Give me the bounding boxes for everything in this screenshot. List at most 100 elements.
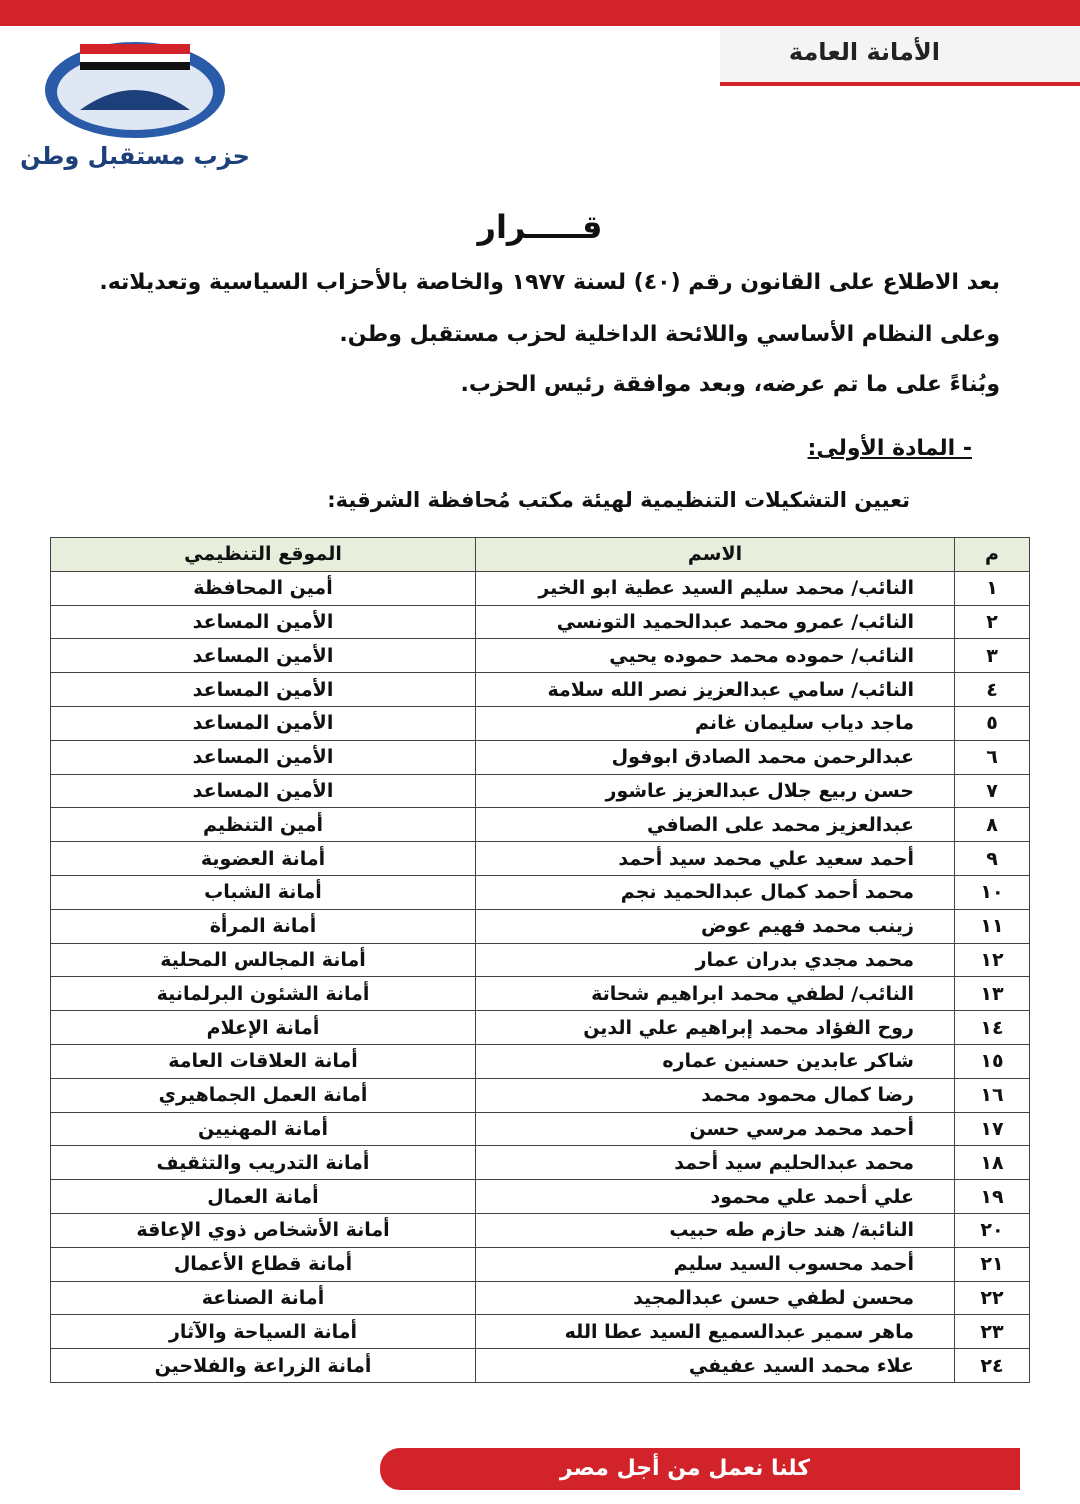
table-row: ٤ النائب/ سامي عبدالعزيز نصر الله سلامة ال… bbox=[50, 672, 1030, 707]
table-row: ٦ عبدالرحمن محمد الصادق ابوفول الأمين المس… bbox=[50, 739, 1030, 775]
member-name: محمد مجدي بدران عمار bbox=[475, 942, 955, 978]
member-name: روح الفؤاد محمد إبراهيم علي الدين bbox=[475, 1010, 955, 1045]
row-number: ١٧ bbox=[954, 1111, 1030, 1147]
table-row: ٧ حسن ربيع جلال عبدالعزيز عاشور الأمين الم… bbox=[50, 773, 1030, 809]
member-position: أمانة العضوية bbox=[50, 841, 476, 876]
article-text: تعيين التشكيلات التنظيمية لهيئة مكتب مُح… bbox=[327, 488, 910, 512]
top-bar bbox=[0, 0, 1080, 26]
member-position: أمانة العلاقات العامة bbox=[50, 1043, 476, 1079]
member-position: أمانة المجالس المحلية bbox=[50, 942, 476, 978]
row-number: ٣ bbox=[954, 638, 1030, 674]
section-title: الأمانة العامة bbox=[788, 38, 940, 66]
header-row: م الاسم الموقع التنظيمي bbox=[50, 537, 1030, 572]
table-body: ١ النائب/ محمد سليم السيد عطية ابو الخير أ… bbox=[50, 570, 1030, 1383]
section-tab bbox=[720, 26, 1080, 86]
members-table: م الاسم الموقع التنظيمي ١ النائب/ محمد سليم … bbox=[50, 537, 1030, 1383]
member-position: أمانة الأشخاص ذوي الإعاقة bbox=[50, 1212, 476, 1248]
column-header: الموقع التنظيمي bbox=[50, 537, 476, 572]
table-row: ٣ النائب/ حموده محمد حموده يحيي الأمين الم… bbox=[50, 638, 1030, 674]
table-row: ٢٢ محسن لطفي حسن عبدالمجيد أمانة الصناعة bbox=[50, 1280, 1030, 1316]
row-number: ١ bbox=[954, 570, 1030, 606]
row-number: ١٤ bbox=[954, 1010, 1030, 1045]
row-number: ٧ bbox=[954, 773, 1030, 809]
table-row: ١٠ محمد أحمد كمال عبدالحميد نجم أمانة الشب… bbox=[50, 874, 1030, 910]
row-number: ١٥ bbox=[954, 1043, 1030, 1079]
row-number: ٨ bbox=[954, 807, 1030, 843]
member-position: أمانة العمل الجماهيري bbox=[50, 1077, 476, 1113]
row-number: ١٦ bbox=[954, 1077, 1030, 1113]
member-name: محسن لطفي حسن عبدالمجيد bbox=[475, 1280, 955, 1316]
row-number: ٢١ bbox=[954, 1246, 1030, 1282]
member-name: أحمد سعيد علي محمد سيد أحمد bbox=[475, 841, 955, 876]
member-position: الأمين المساعد bbox=[50, 638, 476, 674]
member-name: النائب/ عمرو محمد عبدالحميد التونسي bbox=[475, 604, 955, 640]
preamble-line: وبُناءً على ما تم عرضه، وبعد موافقة رئيس… bbox=[460, 372, 1000, 397]
member-position: أمانة الزراعة والفلاحين bbox=[50, 1348, 476, 1383]
member-name: رضا كمال محمود محمد bbox=[475, 1077, 955, 1113]
row-number: ١٢ bbox=[954, 942, 1030, 978]
member-position: أمانة الصناعة bbox=[50, 1280, 476, 1316]
member-name: شاكر عابدين حسنين عماره bbox=[475, 1043, 955, 1079]
member-position: أمانة المرأة bbox=[50, 908, 476, 944]
footer-red bbox=[380, 1448, 1020, 1490]
row-number: ٩ bbox=[954, 841, 1030, 876]
member-name: النائب/ لطفي محمد ابراهيم شحاتة bbox=[475, 976, 955, 1012]
member-name: أحمد محمد مرسي حسن bbox=[475, 1111, 955, 1147]
row-number: ١٩ bbox=[954, 1179, 1030, 1214]
table-row: ١٣ النائب/ لطفي محمد ابراهيم شحاتة أمانة ا… bbox=[50, 976, 1030, 1012]
row-number: ١٣ bbox=[954, 976, 1030, 1012]
member-name: علي أحمد علي محمود bbox=[475, 1179, 955, 1214]
row-number: ٢ bbox=[954, 604, 1030, 640]
member-name: النائب/ محمد سليم السيد عطية ابو الخير bbox=[475, 570, 955, 606]
footer-slogan: كلنا نعمل من أجل مصر bbox=[559, 1456, 811, 1481]
row-number: ٦ bbox=[954, 739, 1030, 775]
member-name: النائبة/ هند حازم طه حبيب bbox=[475, 1212, 955, 1248]
row-number: ١٠ bbox=[954, 874, 1030, 910]
member-name: النائب/ سامي عبدالعزيز نصر الله سلامة bbox=[475, 672, 955, 707]
table-row: ٨ عبدالعزيز محمد على الصافي أمين التنظيم bbox=[50, 807, 1030, 843]
table-row: ٢ النائب/ عمرو محمد عبدالحميد التونسي الأم… bbox=[50, 604, 1030, 640]
member-position: أمانة الشباب bbox=[50, 874, 476, 910]
member-name: عبدالرحمن محمد الصادق ابوفول bbox=[475, 739, 955, 775]
member-position: أمانة الإعلام bbox=[50, 1010, 476, 1045]
table-row: ٢٠ النائبة/ هند حازم طه حبيب أمانة الأشخاص… bbox=[50, 1212, 1030, 1248]
column-header: م bbox=[954, 537, 1030, 572]
logo bbox=[45, 42, 225, 138]
member-name: عبدالعزيز محمد على الصافي bbox=[475, 807, 955, 843]
member-position: الأمين المساعد bbox=[50, 705, 476, 741]
member-position: أمانة قطاع الأعمال bbox=[50, 1246, 476, 1282]
table-row: ٩ أحمد سعيد علي محمد سيد أحمد أمانة العضوي… bbox=[50, 841, 1030, 876]
member-position: أمانة السياحة والآثار bbox=[50, 1314, 476, 1350]
row-number: ١١ bbox=[954, 908, 1030, 944]
member-position: أمانة التدريب والتثقيف bbox=[50, 1145, 476, 1181]
member-name: حسن ربيع جلال عبدالعزيز عاشور bbox=[475, 773, 955, 809]
member-name: النائب/ حموده محمد حموده يحيي bbox=[475, 638, 955, 674]
table-row: ١١ زينب محمد فهيم عوض أمانة المرأة bbox=[50, 908, 1030, 944]
table-row: ١٨ محمد عبدالحليم سيد أحمد أمانة التدريب و… bbox=[50, 1145, 1030, 1181]
member-name: علاء محمد السيد عفيفي bbox=[475, 1348, 955, 1383]
row-number: ٤ bbox=[954, 672, 1030, 707]
doc-title: قـــــرار bbox=[477, 208, 603, 246]
table-row: ١٤ روح الفؤاد محمد إبراهيم علي الدين أمانة… bbox=[50, 1010, 1030, 1045]
member-name: محمد عبدالحليم سيد أحمد bbox=[475, 1145, 955, 1181]
article-heading: - المادة الأولى: bbox=[807, 436, 972, 461]
row-number: ٢٢ bbox=[954, 1280, 1030, 1316]
table-row: ١٦ رضا كمال محمود محمد أمانة العمل الجماهي… bbox=[50, 1077, 1030, 1113]
member-position: أمانة المهنيين bbox=[50, 1111, 476, 1147]
member-position: أمانة الشئون البرلمانية bbox=[50, 976, 476, 1012]
row-number: ٥ bbox=[954, 705, 1030, 741]
member-name: ماجد دياب سليمان غانم bbox=[475, 705, 955, 741]
column-header: الاسم bbox=[475, 537, 955, 572]
member-position: الأمين المساعد bbox=[50, 604, 476, 640]
member-position: أمين التنظيم bbox=[50, 807, 476, 843]
row-number: ٢٠ bbox=[954, 1212, 1030, 1248]
table-row: ٢١ أحمد محسوب السيد سليم أمانة قطاع الأعما… bbox=[50, 1246, 1030, 1282]
member-name: ماهر سمير عبدالسميع السيد عطا الله bbox=[475, 1314, 955, 1350]
member-position: الأمين المساعد bbox=[50, 672, 476, 707]
member-name: زينب محمد فهيم عوض bbox=[475, 908, 955, 944]
member-name: أحمد محسوب السيد سليم bbox=[475, 1246, 955, 1282]
table-row: ١٥ شاكر عابدين حسنين عماره أمانة العلاقات … bbox=[50, 1043, 1030, 1079]
preamble-line: وعلى النظام الأساسي واللائحة الداخلية لح… bbox=[339, 322, 1000, 347]
row-number: ١٨ bbox=[954, 1145, 1030, 1181]
